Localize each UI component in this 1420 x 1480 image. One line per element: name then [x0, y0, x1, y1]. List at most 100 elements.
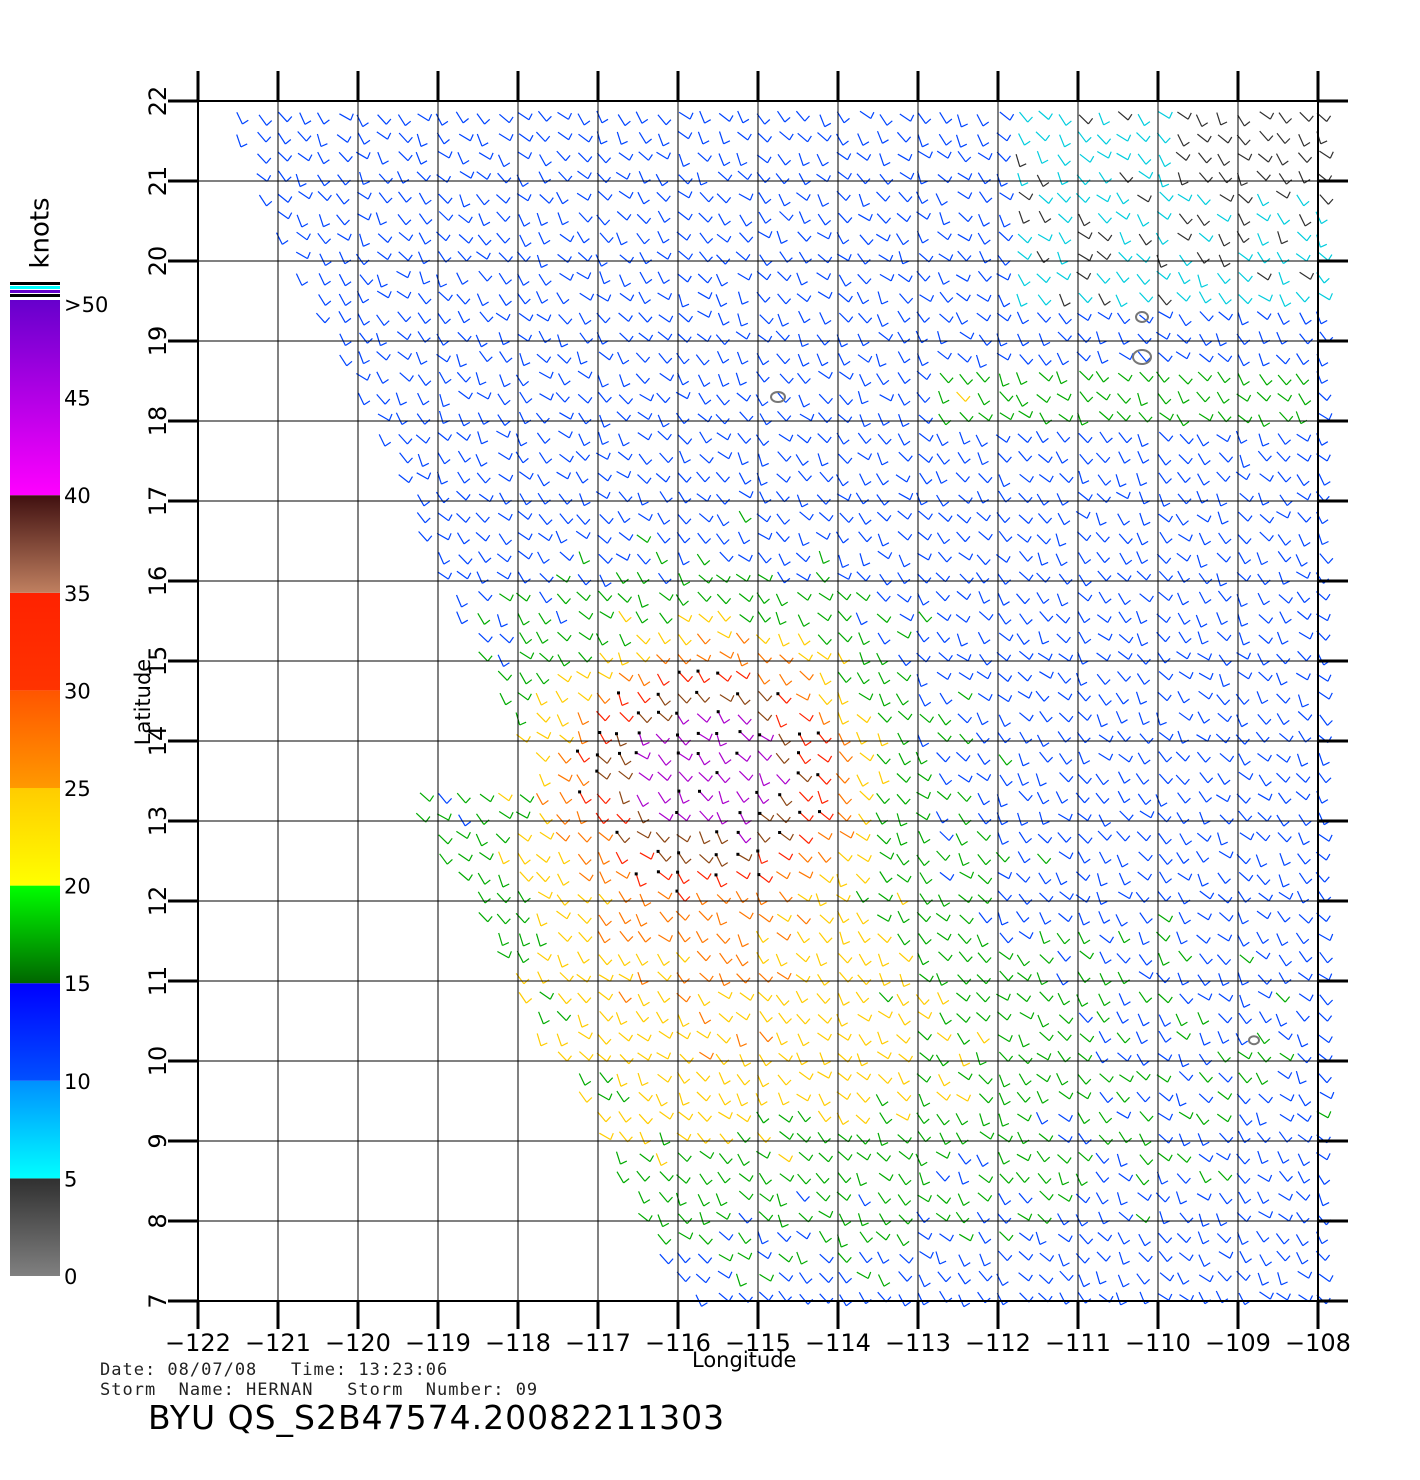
wind-barb: [859, 1251, 868, 1264]
wind-barb: [1018, 191, 1030, 201]
wind-barb-flag: [749, 491, 754, 499]
wind-barb-flag: [1243, 464, 1251, 468]
wind-barb-flag: [900, 841, 908, 846]
wind-barb-flag: [1024, 1096, 1031, 1103]
wind-barb-flag: [1105, 496, 1111, 503]
wind-barb: [1157, 1052, 1169, 1062]
wind-barb-flag: [1307, 454, 1312, 462]
wind-barb: [697, 291, 710, 300]
wind-barb-flag: [829, 876, 834, 884]
wind-barb: [1055, 791, 1063, 804]
wind-barb: [556, 714, 564, 727]
wind-barb: [1119, 552, 1127, 565]
wind-barb: [378, 434, 386, 447]
wind-barb: [1257, 990, 1270, 999]
wind-barb: [478, 651, 489, 662]
wind-barb: [936, 932, 949, 941]
wind-barb: [358, 351, 365, 364]
wind-barb-flag: [345, 341, 352, 347]
wind-barb: [559, 791, 567, 804]
wind-barb-flag: [769, 1194, 774, 1202]
wind-barb-flag: [1042, 1098, 1049, 1104]
wind-barb: [1277, 832, 1288, 843]
wind-barb: [756, 831, 766, 843]
wind-barb-flag: [460, 363, 467, 368]
wind-barb: [638, 312, 648, 323]
wind-barb-flag: [904, 378, 911, 384]
wind-barb: [1217, 1170, 1228, 1181]
wind-barb: [1198, 291, 1207, 304]
wind-barb-flag: [1166, 858, 1173, 865]
wind-barb: [1057, 1233, 1070, 1243]
wind-barb: [755, 892, 762, 905]
wind-barb: [876, 914, 889, 922]
wind-barb: [616, 813, 627, 825]
wind-barb: [1217, 894, 1229, 904]
wind-barb: [397, 311, 407, 323]
wind-barb: [376, 274, 382, 288]
wind-barb-flag: [686, 438, 693, 445]
rain-flag-marker: [735, 751, 739, 755]
wind-barb: [1298, 832, 1304, 845]
wind-barb: [597, 1093, 610, 1101]
wind-barb: [495, 312, 508, 321]
wind-barb: [1296, 492, 1309, 501]
wind-barb: [698, 212, 709, 223]
wind-barb: [917, 552, 929, 561]
wind-barb-flag: [1123, 1239, 1131, 1245]
wind-barb-flag: [346, 360, 353, 367]
wind-barb-flag: [648, 1215, 653, 1222]
wind-barb-flag: [1121, 719, 1128, 724]
wind-barb-flag: [842, 720, 850, 725]
wind-barb-flag: [1159, 721, 1167, 726]
wind-barb-flag: [906, 1275, 913, 1282]
wind-barb: [817, 253, 829, 264]
wind-barb-flag: [1009, 634, 1014, 642]
wind-barb-flag: [1246, 1120, 1253, 1126]
wind-barb: [1095, 452, 1106, 464]
wind-barb-flag: [605, 317, 611, 324]
wind-barb: [557, 673, 569, 683]
wind-barb: [855, 832, 868, 842]
wind-barb-flag: [783, 757, 790, 764]
wind-barb: [597, 1033, 607, 1045]
wind-barb-flag: [886, 837, 892, 845]
wind-barb: [1096, 873, 1102, 886]
wind-barb: [1197, 371, 1208, 382]
wind-barb-flag: [641, 501, 649, 506]
wind-barb: [877, 632, 886, 645]
wind-barb-flag: [1141, 559, 1149, 565]
wind-barb: [496, 430, 509, 438]
wind-barb: [737, 432, 747, 444]
wind-barb: [597, 1111, 607, 1123]
wind-barb: [578, 412, 587, 425]
wind-barb-flag: [1124, 880, 1131, 886]
wind-barb-flag: [665, 195, 671, 202]
wind-barb-flag: [587, 671, 592, 679]
wind-barb-flag: [489, 853, 494, 861]
wind-barb-flag: [1006, 1013, 1012, 1021]
wind-barb: [559, 734, 571, 744]
wind-barb-flag: [686, 1032, 692, 1040]
wind-barb: [795, 693, 808, 701]
wind-barb: [838, 371, 851, 380]
wind-barb: [1019, 473, 1031, 483]
wind-barb: [818, 932, 828, 944]
wind-barb-flag: [1283, 1238, 1290, 1245]
wind-barb: [458, 853, 470, 862]
wind-barb: [578, 1091, 588, 1103]
wind-barb-flag: [864, 381, 872, 387]
wind-barb: [955, 472, 966, 483]
wind-barb: [456, 830, 468, 840]
wind-barb: [1078, 552, 1086, 565]
wind-barb: [837, 671, 847, 683]
wind-barb-flag: [1144, 1241, 1151, 1247]
wind-barb-flag: [323, 223, 331, 228]
wind-barb-flag: [622, 359, 630, 365]
wind-barb-flag: [507, 572, 512, 580]
wind-barb-flag: [1101, 359, 1109, 364]
wind-barb-flag: [482, 301, 489, 307]
wind-barb: [1176, 1232, 1187, 1244]
wind-barb: [1037, 1213, 1048, 1224]
wind-barb-flag: [788, 1275, 794, 1282]
